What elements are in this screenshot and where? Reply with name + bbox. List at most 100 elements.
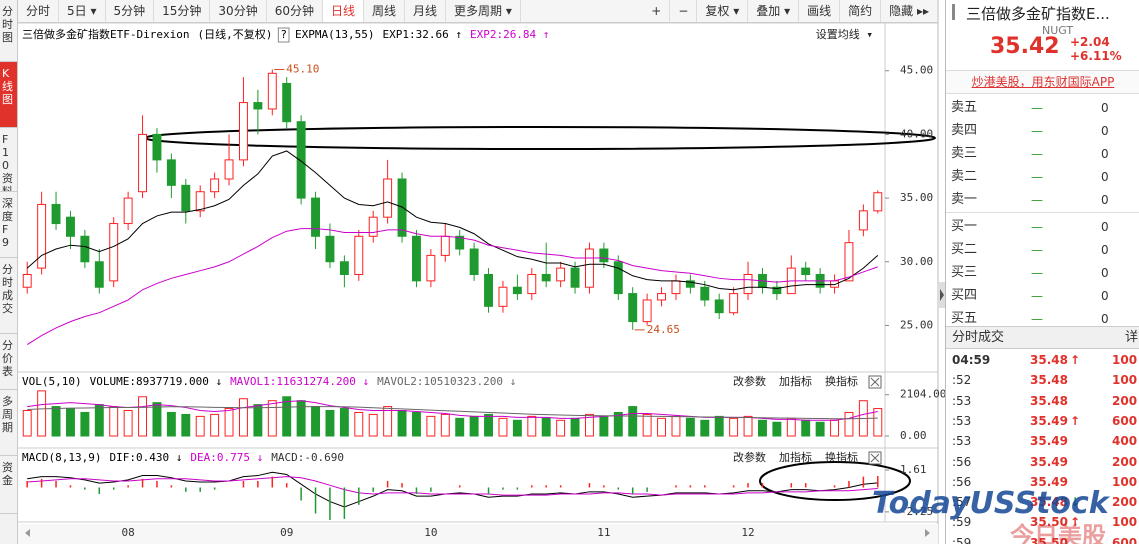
bar <box>815 421 825 437</box>
candle-body <box>772 286 782 295</box>
book-label: 卖四 <box>951 123 978 138</box>
trade-time: :56 <box>952 474 972 489</box>
period-button[interactable]: 月线 <box>405 0 447 22</box>
tool-button[interactable]: + <box>643 0 671 22</box>
period-button[interactable]: 5日 ▾ <box>59 0 106 22</box>
panel-button[interactable]: 改参数 <box>733 374 766 388</box>
panel-button[interactable]: 改参数 <box>733 450 766 464</box>
trade-row: :56 35.49 200 <box>946 452 1139 472</box>
candle-body <box>714 299 724 314</box>
scroll-left[interactable] <box>25 529 30 537</box>
x-tick-label: 11 <box>597 526 610 539</box>
indicator-name: EXPMA(13,55) <box>295 28 374 41</box>
close-icon <box>870 453 880 463</box>
bar <box>599 415 609 437</box>
book-label: 卖一 <box>951 192 978 207</box>
promo-link[interactable]: 炒港美股，用东财国际APP <box>946 70 1139 94</box>
tool-button[interactable]: 简约 <box>840 0 882 22</box>
candle-body <box>729 293 739 314</box>
y-tick-label: 25.00 <box>900 318 933 331</box>
x-tick-label: 12 <box>741 526 754 539</box>
period-button[interactable]: 30分钟 <box>210 0 267 22</box>
scroll-right[interactable] <box>925 529 930 537</box>
settings-menu[interactable]: 设置均线 ▾ <box>816 27 873 41</box>
bar <box>411 411 421 437</box>
trade-time: :59 <box>952 535 972 544</box>
bar <box>210 413 220 437</box>
panel-button[interactable]: 换指标 <box>825 450 858 464</box>
legend-entry: DEA:0.775 ↓ <box>190 451 263 464</box>
candle-body <box>123 197 133 225</box>
tool-group: + − 复权 ▾ 叠加 ▾ 画线 简约 隐藏 ▸▸ <box>643 0 938 22</box>
period-button[interactable]: 15分钟 <box>154 0 211 22</box>
trade-price: 35.48 <box>1030 353 1068 367</box>
trades-detail[interactable]: 详 <box>1124 330 1138 345</box>
trade-volume: 200 <box>1112 495 1138 510</box>
candle-body <box>685 280 695 288</box>
book-volume: 0 <box>1101 266 1109 280</box>
period-button[interactable]: 分时 <box>18 0 60 22</box>
bar <box>354 411 364 437</box>
candle-body <box>570 267 580 288</box>
tool-button[interactable]: 复权 ▾ <box>697 0 749 22</box>
bar <box>455 417 465 437</box>
period-button[interactable]: 5分钟 <box>106 0 155 22</box>
candle-body <box>628 293 638 323</box>
tool-button[interactable]: 画线 <box>799 0 841 22</box>
close-icon <box>870 377 880 387</box>
panel-button[interactable]: 加指标 <box>779 450 812 464</box>
tool-button[interactable]: − <box>670 0 698 22</box>
sidebar-tab[interactable]: 分时图 <box>0 0 17 62</box>
legend-entry: MAVOL1:11631274.200 ↓ <box>230 375 369 388</box>
period-button[interactable]: 60分钟 <box>267 0 323 22</box>
sidebar-tab[interactable]: 资金 <box>0 456 17 514</box>
book-label: 卖三 <box>951 146 978 161</box>
panel-button[interactable]: 换指标 <box>825 374 858 388</box>
trade-volume: 100 <box>1112 474 1138 489</box>
bar <box>138 396 148 437</box>
sidebar-tab[interactable]: K线图 <box>0 62 17 128</box>
legend-entry: MACD:-0.690 <box>271 451 344 464</box>
tool-button[interactable]: 隐藏 ▸▸ <box>881 0 938 22</box>
candle-body <box>397 178 407 237</box>
tool-button[interactable]: 叠加 ▾ <box>748 0 800 22</box>
y-tick-label: 0.00 <box>900 429 927 442</box>
candle-body <box>354 235 364 275</box>
annotation-label: 45.10 <box>286 62 319 75</box>
sidebar-tab[interactable]: F10资料 <box>0 128 17 192</box>
bar <box>80 411 90 437</box>
panel-button[interactable]: 加指标 <box>779 374 812 388</box>
candle-body <box>541 273 551 282</box>
period-button[interactable]: 更多周期 ▾ <box>446 0 521 22</box>
candle-body <box>282 82 292 123</box>
period-button[interactable]: 日线 <box>322 0 364 22</box>
candle-body <box>195 191 205 212</box>
candle-body <box>858 210 868 231</box>
candle-body <box>80 235 90 263</box>
order-book-row: 卖二 — 0 <box>946 166 1139 188</box>
y-tick-label: 35.00 <box>900 191 933 204</box>
book-volume: 0 <box>1101 220 1109 234</box>
sidebar-tab[interactable]: 分时成交 <box>0 258 17 334</box>
price-change-pct: +6.11% <box>1070 49 1122 63</box>
bar <box>541 417 551 437</box>
candle-body <box>801 267 811 275</box>
period-button[interactable]: 周线 <box>364 0 406 22</box>
trade-time: :53 <box>952 413 972 428</box>
trade-price: 35.48 <box>1030 373 1068 388</box>
trade-time: :59 <box>952 515 972 530</box>
candle-body <box>469 248 479 275</box>
x-tick-label: 08 <box>122 526 135 539</box>
bar <box>570 417 580 437</box>
bar <box>700 419 710 437</box>
sidebar-tab[interactable]: 多周期 <box>0 390 17 456</box>
candle-body <box>440 235 450 256</box>
candle-body <box>253 102 263 110</box>
sidebar-tab[interactable]: 深度F9 <box>0 192 17 258</box>
y-tick-label: 45.00 <box>900 64 933 77</box>
sidebar-tab[interactable]: 分价表 <box>0 334 17 390</box>
bar <box>729 417 739 437</box>
trade-price: 35.48 <box>1030 495 1068 510</box>
candle-body <box>339 261 349 275</box>
